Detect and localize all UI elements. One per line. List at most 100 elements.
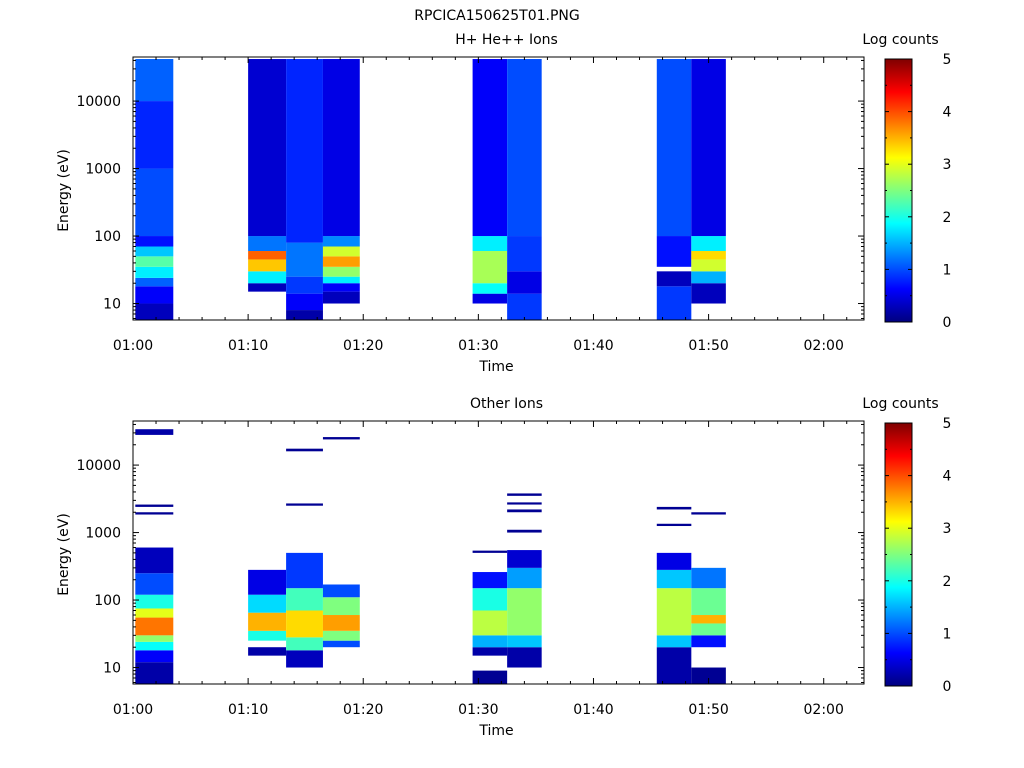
- spectrum-cell: [248, 259, 287, 272]
- spectrum-cell: [135, 101, 174, 169]
- spectrum-cell: [322, 630, 360, 641]
- x-tick-label: 01:50: [688, 702, 728, 718]
- panel-title: H+ He++ Ions: [455, 32, 558, 48]
- spectrum-cell: [322, 437, 360, 440]
- spectrum-cell: [286, 242, 323, 277]
- spectrum-cell: [248, 630, 287, 641]
- spectrum-cell: [135, 236, 174, 247]
- spectrum-cell: [472, 670, 508, 684]
- spectrum-cell: [472, 588, 508, 611]
- spectrum-cell: [322, 615, 360, 631]
- x-tick-label: 01:00: [113, 338, 153, 354]
- y-tick-label: 10: [103, 297, 121, 313]
- spectrum-cell: [472, 572, 508, 589]
- spectrum-cell: [656, 286, 692, 320]
- spectrum-cell: [691, 567, 726, 589]
- spectrum-cell: [691, 667, 726, 684]
- panel-title: Other Ions: [470, 396, 543, 412]
- spectrum-cell: [286, 637, 323, 651]
- spectrum-cell: [472, 59, 508, 237]
- spectrum-cell: [135, 573, 174, 595]
- y-tick-label: 100: [94, 229, 121, 245]
- y-tick-label: 10: [103, 661, 121, 677]
- spectrum-cell: [322, 256, 360, 267]
- spectrum-cell: [248, 569, 287, 595]
- spectrum-cell: [322, 597, 360, 616]
- colorbar-tick-label: 3: [943, 157, 952, 173]
- spectrum-cell: [135, 662, 174, 684]
- colorbar-tick-label: 0: [943, 679, 952, 695]
- scan-layer: [135, 59, 726, 320]
- spectrum-cell: [691, 283, 726, 304]
- spectrum-cell: [691, 271, 726, 284]
- y-tick-label: 1000: [85, 162, 121, 178]
- figure-title: RPCICA150625T01.PNG: [414, 8, 579, 24]
- spectrum-cell: [135, 650, 174, 663]
- spectrum-cell: [135, 277, 174, 287]
- spectrum-cell: [248, 271, 287, 284]
- spectrum-cell: [507, 567, 542, 589]
- spectrum-cell: [507, 550, 542, 568]
- x-tick-label: 01:10: [228, 702, 268, 718]
- spectrum-cell: [322, 291, 360, 304]
- spectrum-cell: [507, 493, 542, 496]
- spectrum-cell: [656, 523, 692, 527]
- spectrum-cell: [286, 503, 323, 506]
- spectrum-cell: [135, 303, 174, 320]
- spectrum-cell: [656, 271, 692, 287]
- spectrum-cell: [286, 610, 323, 638]
- spectrum-cell: [248, 612, 287, 631]
- spectrum-cell: [691, 512, 726, 515]
- spectrum-cell: [135, 246, 174, 257]
- spectrum-cell: [656, 647, 692, 684]
- spectrum-cell: [507, 529, 542, 533]
- x-tick-label: 01:40: [573, 702, 613, 718]
- spectrum-cell: [135, 286, 174, 304]
- spectrum-cell: [135, 641, 174, 651]
- x-tick-label: 01:50: [688, 338, 728, 354]
- x-axis-label: Time: [478, 359, 513, 375]
- colorbar-label: Log counts: [862, 32, 938, 48]
- y-tick-label: 100: [94, 593, 121, 609]
- x-tick-label: 02:00: [804, 338, 844, 354]
- spectrum-cell: [135, 59, 174, 102]
- spectrum-cell: [248, 647, 287, 656]
- x-tick-label: 01:20: [343, 702, 383, 718]
- colorbar-tick-label: 5: [943, 416, 952, 432]
- panel-h-he-ions: H+ He++ Ions 01:00 01:10 01:20 01:30 01:40 01:…: [56, 32, 952, 375]
- spectrum-cell: [656, 59, 692, 237]
- x-tick-label: 01:40: [573, 338, 613, 354]
- colorbar: [884, 422, 913, 687]
- spectrum-cell: [135, 635, 174, 642]
- spectrum-cell: [691, 635, 726, 648]
- spectrum-cell: [507, 271, 542, 294]
- spectrum-cell: [472, 647, 508, 656]
- spectrum-cell: [248, 59, 287, 237]
- colorbar-label: Log counts: [862, 396, 938, 412]
- colorbar-tick-label: 4: [943, 105, 952, 121]
- spectrum-cell: [507, 647, 542, 668]
- scan-layer: [135, 429, 726, 684]
- spectrum-cell: [286, 59, 323, 243]
- spectrum-cell: [507, 635, 542, 648]
- spectrum-cell: [472, 293, 508, 304]
- spectrum-cell: [135, 504, 174, 507]
- spectrum-cell: [322, 276, 360, 284]
- colorbar: [884, 58, 913, 323]
- spectrum-cell: [135, 429, 174, 435]
- colorbar-tick-label: 1: [943, 626, 952, 642]
- spectrum-cell: [135, 608, 174, 618]
- spectrum-cell: [322, 283, 360, 292]
- x-tick-label: 01:10: [228, 338, 268, 354]
- spectrum-cell: [507, 502, 542, 505]
- panel-other-ions: Other Ions 01:00 01:10 01:20 01:30 01:40 01:50…: [56, 396, 952, 739]
- spectrum-cell: [691, 588, 726, 616]
- x-axis-label: Time: [478, 723, 513, 739]
- spectrum-cell: [286, 650, 323, 668]
- colorbar-tick-label: 0: [943, 315, 952, 331]
- spectrum-cell: [656, 552, 692, 570]
- spectrum-cell: [472, 635, 508, 648]
- spectrum-cell: [472, 550, 508, 553]
- spectrum-cell: [472, 236, 508, 252]
- spectrum-cell: [135, 512, 174, 515]
